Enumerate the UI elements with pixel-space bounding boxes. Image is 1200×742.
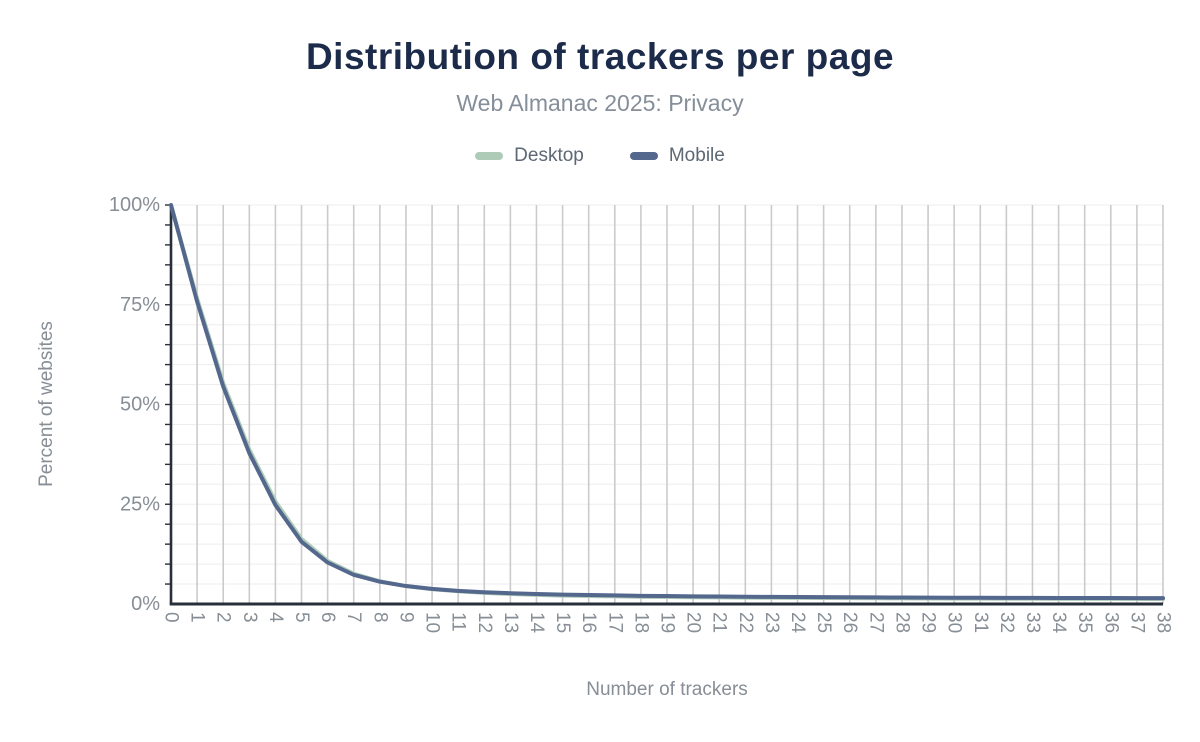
chart-title: Distribution of trackers per page [305,36,895,77]
x-tick-label: 12 [474,612,495,633]
x-tick-label: 8 [369,612,390,623]
x-tick-label: 34 [1048,612,1069,634]
x-tick-label: 19 [657,612,678,633]
x-tick-label: 20 [683,612,704,633]
x-tick-label: 3 [239,612,260,623]
x-tick-label: 24 [787,612,808,634]
x-tick-label: 32 [996,612,1017,633]
x-tick-label: 35 [1074,612,1095,633]
x-tick-label: 27 [865,612,886,633]
y-axis-title: Percent of websites [36,321,57,487]
y-tick-label: 50% [120,394,160,416]
x-tick-label: 25 [813,612,834,633]
x-tick-label: 4 [265,612,286,623]
x-tick-label: 36 [1100,612,1121,633]
x-axis-title: Number of trackers [586,679,748,700]
y-tick-label: 100% [109,194,160,216]
legend-label-desktop: Desktop [514,145,584,166]
x-tick-label: 22 [735,612,756,633]
legend-item-mobile[interactable]: Mobile [629,145,725,167]
x-tick-label: 30 [944,612,965,633]
x-tick-label: 38 [1153,612,1174,633]
y-tick-label: 0% [131,593,160,615]
x-tick-label: 14 [526,612,547,634]
legend-swatch-desktop [475,152,504,160]
x-tick-label: 15 [552,612,573,633]
x-tick-label: 9 [395,612,416,623]
legend-swatch-mobile [629,152,658,160]
x-tick-label: 28 [891,612,912,633]
y-tick-label: 75% [120,294,160,316]
x-tick-label: 6 [317,612,338,623]
x-tick-label: 16 [578,612,599,633]
x-tick-label: 21 [709,612,730,633]
x-tick-label: 29 [918,612,939,633]
x-tick-label: 18 [630,612,651,633]
x-tick-label: 26 [839,612,860,633]
x-tick-label: 37 [1126,612,1147,633]
x-tick-label: 0 [161,612,182,623]
legend: Desktop Mobile [0,143,1200,169]
x-tick-label: 31 [970,612,991,633]
chart-subtitle: Web Almanac 2025: Privacy [456,90,744,116]
x-tick-label: 7 [343,612,364,623]
y-tick-label: 25% [120,493,160,515]
x-tick-label: 23 [761,612,782,633]
legend-label-mobile: Mobile [668,145,725,166]
x-tick-label: 33 [1022,612,1043,633]
x-tick-label: 11 [448,612,469,632]
x-tick-label: 1 [187,612,208,623]
x-tick-label: 17 [604,612,625,633]
x-tick-label: 10 [422,612,443,633]
x-tick-label: 5 [291,612,312,623]
series-line-mobile[interactable] [169,203,1165,601]
x-tick-label: 2 [213,612,234,623]
x-tick-label: 13 [500,612,521,633]
legend-item-desktop[interactable]: Desktop [475,145,584,167]
